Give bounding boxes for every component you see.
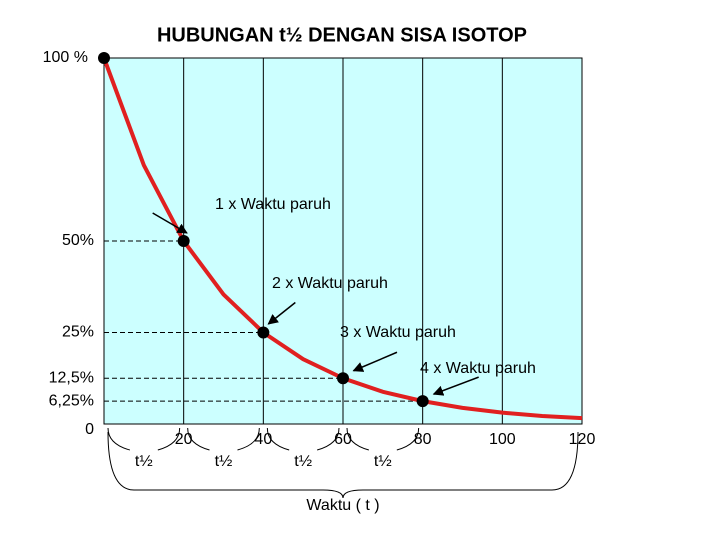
interval-brace (107, 427, 181, 451)
data-point (177, 235, 190, 247)
data-point (337, 372, 349, 385)
annotation-text: 1 x Waktu paruh (215, 196, 331, 213)
annotation-arrow (352, 351, 398, 372)
interval-label: t½ (294, 453, 312, 470)
y-tick-label: 100 % (43, 49, 88, 66)
interval-brace (266, 427, 340, 451)
x-tick-label: 60 (334, 431, 352, 448)
chart-title: HUBUNGAN t½ DENGAN SISA ISOTOP (157, 24, 527, 46)
annotation-arrow (267, 301, 296, 325)
axis-brace (107, 431, 579, 499)
y-tick-label: 6,25% (49, 392, 94, 409)
x-tick-label: 80 (414, 431, 432, 448)
y-tick-label: 12,5% (49, 369, 94, 386)
y-tick-label: 50% (62, 232, 94, 249)
interval-brace (346, 427, 420, 451)
annotation-text: 4 x Waktu paruh (420, 360, 536, 377)
data-point (416, 395, 429, 408)
x-tick-label: 100 (489, 431, 516, 448)
y-tick-label: 25% (62, 324, 94, 341)
data-point (98, 52, 110, 64)
interval-label: t½ (215, 453, 233, 470)
interval-label: t½ (374, 453, 392, 470)
x-tick-label: 120 (569, 431, 596, 448)
annotation-arrow (152, 212, 188, 234)
interval-label: t½ (135, 453, 153, 470)
x-tick-label: 40 (254, 431, 272, 448)
annotation-arrow (432, 376, 479, 396)
x-axis-label: Waktu ( t ) (306, 497, 379, 514)
annotation-text: 3 x Waktu paruh (340, 324, 456, 341)
x-tick-label: 20 (175, 431, 193, 448)
data-point (257, 326, 270, 339)
interval-brace (187, 427, 260, 451)
annotation-text: 2 x Waktu paruh (272, 275, 388, 292)
y-tick-label: 0 (85, 421, 94, 438)
